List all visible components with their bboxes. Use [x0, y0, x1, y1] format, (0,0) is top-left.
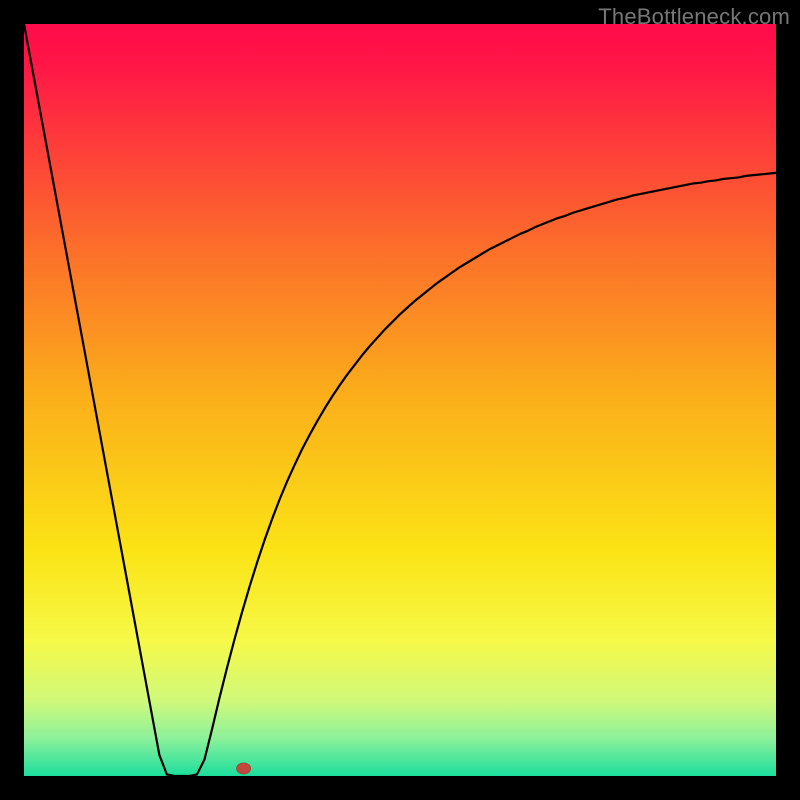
watermark-text: TheBottleneck.com	[598, 4, 790, 30]
chart-container: TheBottleneck.com	[0, 0, 800, 800]
chart-svg	[0, 0, 800, 800]
plot-background	[24, 24, 776, 776]
curve-marker	[237, 763, 251, 774]
